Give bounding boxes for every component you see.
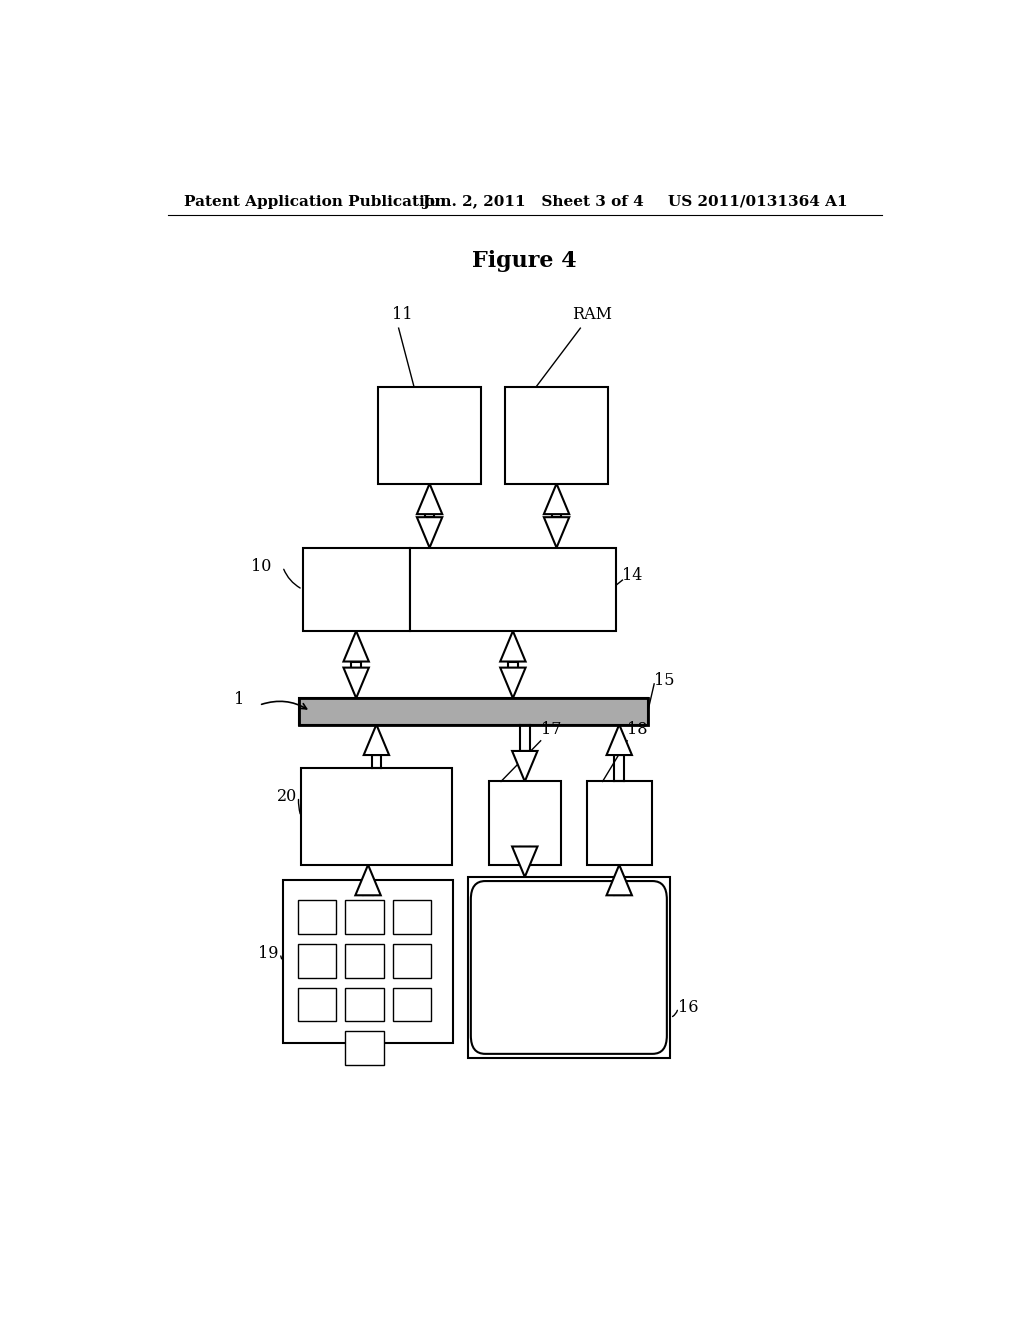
Polygon shape	[417, 517, 442, 548]
FancyBboxPatch shape	[468, 876, 670, 1057]
Text: 10: 10	[251, 558, 271, 576]
Text: Patent Application Publication: Patent Application Publication	[183, 195, 445, 209]
FancyBboxPatch shape	[345, 944, 384, 978]
Text: 20: 20	[276, 788, 297, 805]
Text: 19: 19	[258, 945, 279, 962]
FancyBboxPatch shape	[345, 987, 384, 1022]
Polygon shape	[512, 751, 538, 781]
FancyBboxPatch shape	[345, 900, 384, 935]
Polygon shape	[512, 846, 538, 876]
Text: Figure 4: Figure 4	[472, 249, 578, 272]
Polygon shape	[500, 668, 525, 698]
FancyBboxPatch shape	[299, 698, 648, 725]
Polygon shape	[606, 725, 632, 755]
Text: Jun. 2, 2011   Sheet 3 of 4: Jun. 2, 2011 Sheet 3 of 4	[422, 195, 643, 209]
Text: 11: 11	[392, 306, 413, 323]
Polygon shape	[500, 631, 525, 661]
FancyBboxPatch shape	[378, 387, 481, 483]
Polygon shape	[343, 631, 369, 661]
FancyBboxPatch shape	[298, 987, 336, 1022]
Text: US 2011/0131364 A1: US 2011/0131364 A1	[668, 195, 847, 209]
Text: RAM: RAM	[572, 306, 612, 323]
FancyBboxPatch shape	[489, 781, 560, 865]
FancyBboxPatch shape	[587, 781, 651, 865]
FancyBboxPatch shape	[393, 987, 431, 1022]
FancyBboxPatch shape	[301, 768, 452, 865]
FancyBboxPatch shape	[410, 548, 616, 631]
FancyBboxPatch shape	[393, 944, 431, 978]
Text: 1: 1	[233, 690, 245, 708]
Text: 15: 15	[654, 672, 675, 689]
Polygon shape	[343, 668, 369, 698]
FancyBboxPatch shape	[303, 548, 410, 631]
FancyBboxPatch shape	[345, 1031, 384, 1065]
Text: 18: 18	[627, 721, 647, 738]
Polygon shape	[417, 483, 442, 515]
Polygon shape	[606, 865, 632, 895]
Polygon shape	[355, 865, 381, 895]
FancyBboxPatch shape	[283, 880, 454, 1043]
Text: 14: 14	[623, 566, 643, 583]
FancyBboxPatch shape	[393, 900, 431, 935]
Polygon shape	[364, 725, 389, 755]
FancyBboxPatch shape	[505, 387, 608, 483]
Polygon shape	[544, 483, 569, 515]
FancyBboxPatch shape	[298, 900, 336, 935]
Text: 16: 16	[678, 999, 698, 1016]
Text: 17: 17	[541, 721, 561, 738]
Polygon shape	[544, 517, 569, 548]
FancyBboxPatch shape	[471, 880, 667, 1053]
FancyBboxPatch shape	[298, 944, 336, 978]
